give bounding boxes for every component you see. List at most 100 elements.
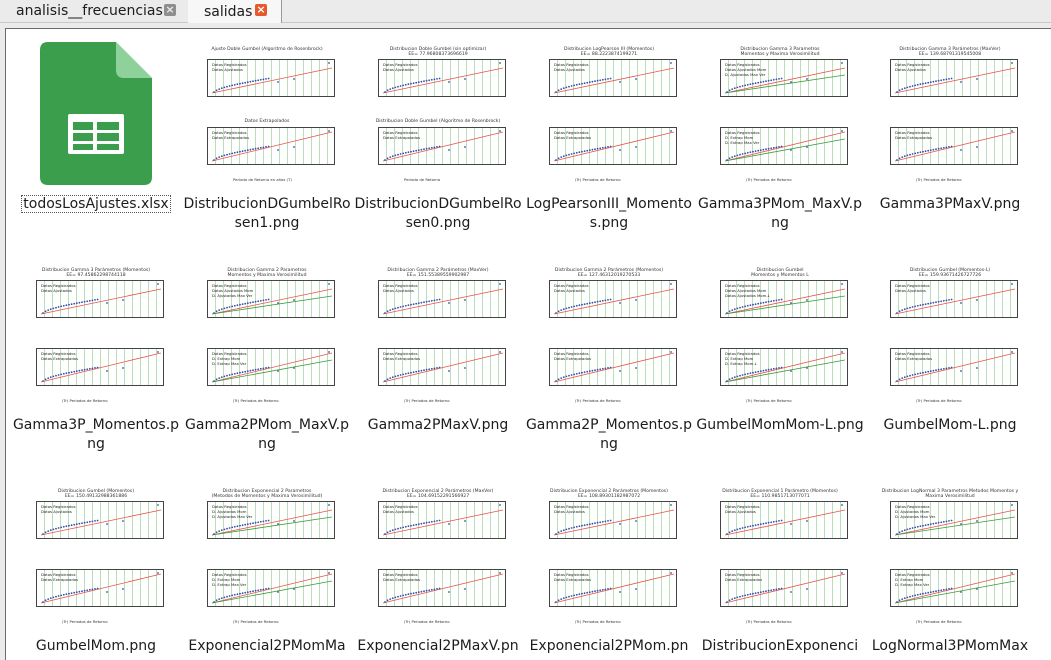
file-item[interactable]: Ajuste Doble Gumbel (Algoritmo de Rosenb… [181, 29, 353, 244]
chart-thumbnail: Distribucion Gamma 3 Parámetros (Momento… [22, 268, 170, 408]
thumbnail-title: Distribucion Gamma 2 Parametros [227, 268, 307, 273]
file-item[interactable]: todosLosAjustes.xlsx [10, 29, 182, 244]
x-axis-label: (Tr) Periodos de Retorno [404, 619, 450, 624]
file-item[interactable]: Distribucion Gamma 2 Parámetros (MaxVer)… [352, 250, 524, 465]
x-axis-label: (Tr) Periodos de Retorno [62, 619, 108, 624]
thumbnail-subtitle: EE= 151.55389559902987 [406, 273, 470, 278]
extrapolated-data-plot: Datos Registrados Datos Extrapolados [549, 569, 677, 607]
thumbnail-subtitle: Momentos y Momentos L [751, 273, 809, 278]
x-axis-label: (Tr) Periodos de Retorno [746, 619, 792, 624]
legend-entry: Datos Ajustados Mom [212, 288, 254, 293]
x-axis-label: Periodo de Retorno en años (T) [233, 177, 292, 182]
chart-thumbnail: Distribucion Gamma 3 Parametros Momentos … [706, 47, 854, 187]
file-item[interactable]: Distribucion Gamma 3 Parámetros (Momento… [10, 250, 182, 465]
x-axis-label: (Tr) Periodos de Retorno [746, 398, 792, 403]
legend-entry: Datos Registrados [895, 283, 930, 288]
file-name-text: Gamma2PMaxV.png [367, 417, 509, 433]
legend-entry: Datos Registrados [725, 283, 760, 288]
plot-curves [211, 504, 333, 536]
plot-curves [553, 351, 675, 383]
plot-curves [894, 62, 1016, 94]
legend-entry: Datos Registrados [895, 504, 930, 509]
file-name-text: GumbelMom-L.png [883, 417, 1017, 433]
fitted-data-plot: Datos Registrados Datos Ajustados [378, 280, 506, 318]
chart-thumbnail: Distribucion Doble Gumbel (sin optimizar… [364, 47, 512, 187]
file-item[interactable]: Distribucion Gamma 3 Parámetros (MaxVer)… [864, 29, 1036, 244]
spreadsheet-icon [40, 42, 152, 185]
legend-entry: D. Ajustados Max Ver [212, 293, 253, 298]
fitted-data-plot: Datos Registrados Datos Ajustados Mom D. A… [207, 280, 335, 318]
chart-thumbnail: Distribucion Gumbel (Momentos-L) EE= 159.… [876, 268, 1024, 408]
file-item[interactable]: Distribucion Exponencial 2 Parametros (Me… [181, 471, 353, 660]
file-item[interactable]: Distribucion Doble Gumbel (sin optimizar… [352, 29, 524, 244]
legend-entry: Datos Registrados [895, 62, 930, 67]
legend-entry: Datos Registrados [212, 351, 247, 356]
file-item[interactable]: Distribucion Gamma 2 Parámetros (Momento… [523, 250, 695, 465]
plot-curves [211, 62, 333, 94]
legend-entry: Datos Extrapolados [41, 577, 79, 582]
chart-thumbnail: Distribucion Gamma 2 Parámetros (MaxVer)… [364, 268, 512, 408]
extrapolated-data-plot: Datos Registrados Datos Extrapolados [207, 127, 335, 165]
file-name: Gamma2PMaxV.png [352, 416, 524, 435]
file-name-text: Gamma3PMaxV.png [879, 196, 1021, 212]
legend-entry: Datos Extrapolados [383, 356, 421, 361]
extrapolated-data-plot: Datos Registrados D. Extrap Mom D. Extrap … [207, 569, 335, 607]
thumbnail-subtitle: EE= 139.68791319545008 [918, 52, 982, 57]
extrapolated-data-plot: Datos Registrados Datos Extrapolados [890, 127, 1018, 165]
file-name-text: GumbelMom.png [35, 638, 157, 654]
file-item[interactable]: Distribucion Gumbel Momentos y Momentos L… [694, 250, 866, 465]
legend-entry: D. Ajustados Max Ver [895, 514, 936, 519]
file-item[interactable]: Distribucion Exponencial 2 Parámetros (M… [352, 471, 524, 660]
legend-entry: Datos Ajustados Mom [725, 67, 767, 72]
plot-curves [40, 283, 162, 315]
thumbnail-title: Distribucion Gamma 2 Parámetros (MaxVer) [387, 268, 489, 273]
legend-entry: D. Extrap Mom [725, 356, 754, 361]
close-icon[interactable]: × [164, 3, 176, 16]
file-item[interactable]: Distribucion Exponencial 2 Parámetros (M… [523, 471, 695, 660]
file-item[interactable]: Distribucion Gumbel (Momentos) EE= 150.49… [10, 471, 182, 660]
legend-entry: D. Ajustados Mom [212, 509, 247, 514]
legend-entry: Datos Registrados [895, 130, 930, 135]
plot-curves [40, 504, 162, 536]
thumbnail-subtitle: EE= 110.9851713077071 [750, 494, 810, 499]
file-item[interactable]: Distribucion LogPearson III (Momentos) EE… [523, 29, 695, 244]
legend-entry: D. Extrap Max Ver [895, 582, 930, 587]
legend-entry: Datos Extrapolados [554, 356, 592, 361]
close-icon[interactable]: × [255, 3, 267, 16]
legend-entry: D. Ajustados Mom [895, 509, 930, 514]
file-item[interactable]: Distribucion Gamma 2 Parametros Momentos … [181, 250, 353, 465]
fitted-data-plot: Datos Registrados Datos Ajustados [36, 280, 164, 318]
fitted-data-plot: Datos Registrados Datos Ajustados [890, 59, 1018, 97]
file-name-text: LogPearsonIII_Momentos.png [526, 196, 692, 231]
thumbnail-title: Distribucion Gamma 3 Parámetros (Momento… [41, 268, 151, 273]
file-item[interactable]: Distribucion Gamma 3 Parametros Momentos … [694, 29, 866, 244]
legend-entry: Datos Registrados [725, 572, 760, 577]
plot-curves [40, 351, 162, 383]
plot-curves [382, 130, 504, 162]
file-item[interactable]: Distribucion Exponencial 1 Parámetro (Mo… [694, 471, 866, 660]
file-name: Gamma2P_Momentos.png [523, 416, 695, 454]
legend-entry: Datos Ajustados [554, 288, 585, 293]
plot-curves [382, 283, 504, 315]
legend-entry: Datos Ajustados [212, 67, 243, 72]
legend-entry: D. Extrap Mom [895, 577, 924, 582]
chart-thumbnail: Distribucion Exponencial 2 Parámetros (M… [364, 489, 512, 629]
legend-entry: Datos Extrapolados [554, 577, 592, 582]
x-axis-label: (Tr) Periodos de Retorno [404, 398, 450, 403]
file-item[interactable]: Distribucion Gumbel (Momentos-L) EE= 159.… [864, 250, 1036, 465]
legend-entry: Datos Registrados [212, 572, 247, 577]
tab-analisis-frecuencias[interactable]: analisis__frecuencias × [0, 0, 182, 22]
thumbnail-title-2: Datos Extrapolados [244, 119, 290, 124]
plot-curves [553, 283, 675, 315]
file-name-text: DistribucionDGumbelRosen1.png [183, 196, 351, 231]
legend-entry: D. Ajustados Max Ver [725, 72, 766, 77]
plot-curves [894, 351, 1016, 383]
tab-salidas[interactable]: salidas × [188, 0, 282, 23]
file-item[interactable]: Distribucion LogNormal 3 Parametros Meto… [864, 471, 1036, 660]
plot-curves [894, 283, 1016, 315]
extrapolated-data-plot: Datos Registrados Datos Extrapolados [549, 127, 677, 165]
plot-curves [211, 283, 333, 315]
plot-curves [894, 130, 1016, 162]
legend-entry: Datos Extrapolados [895, 135, 933, 140]
extrapolated-data-plot: Datos Registrados D. Extrap Mom D. Extrap … [890, 569, 1018, 607]
